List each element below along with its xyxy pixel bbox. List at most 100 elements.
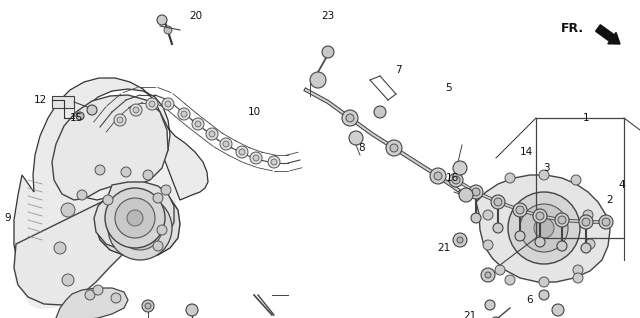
Circle shape [386, 140, 402, 156]
Circle shape [95, 165, 105, 175]
Circle shape [515, 231, 525, 241]
Text: 9: 9 [4, 213, 12, 223]
Circle shape [54, 242, 66, 254]
Circle shape [491, 317, 501, 318]
Circle shape [459, 188, 473, 202]
Text: FR.: FR. [561, 22, 584, 34]
Circle shape [165, 101, 171, 107]
Polygon shape [54, 288, 128, 318]
Circle shape [322, 46, 334, 58]
Circle shape [494, 198, 502, 206]
Circle shape [508, 192, 580, 264]
Circle shape [390, 144, 398, 152]
Circle shape [585, 239, 595, 249]
Circle shape [430, 168, 446, 184]
Circle shape [146, 98, 158, 110]
Circle shape [534, 218, 554, 238]
Circle shape [495, 265, 505, 275]
Circle shape [453, 233, 467, 247]
Circle shape [186, 304, 198, 316]
Circle shape [178, 108, 190, 120]
Bar [52, 96, 74, 108]
Text: 6: 6 [527, 295, 533, 305]
Circle shape [483, 240, 493, 250]
Circle shape [581, 243, 591, 253]
Polygon shape [96, 185, 180, 258]
Text: 14: 14 [520, 147, 532, 157]
Circle shape [220, 138, 232, 150]
Circle shape [145, 303, 151, 309]
Circle shape [481, 268, 495, 282]
Circle shape [573, 265, 583, 275]
Circle shape [483, 210, 493, 220]
Circle shape [239, 149, 245, 155]
Circle shape [253, 155, 259, 161]
Circle shape [114, 114, 126, 126]
Circle shape [310, 72, 326, 88]
Circle shape [111, 293, 121, 303]
Text: 4: 4 [619, 180, 625, 190]
Circle shape [535, 237, 545, 247]
Circle shape [103, 195, 113, 205]
Text: 16: 16 [445, 173, 459, 183]
Text: 1: 1 [582, 113, 589, 123]
Circle shape [77, 190, 87, 200]
Circle shape [127, 210, 143, 226]
Circle shape [206, 128, 218, 140]
Circle shape [161, 185, 171, 195]
Circle shape [157, 225, 167, 235]
Text: 21: 21 [463, 311, 477, 318]
Text: 2: 2 [607, 195, 613, 205]
Circle shape [342, 110, 358, 126]
Circle shape [133, 107, 139, 113]
Circle shape [149, 101, 155, 107]
Circle shape [143, 170, 153, 180]
Circle shape [571, 175, 581, 185]
Circle shape [469, 185, 483, 199]
Text: 7: 7 [395, 65, 401, 75]
Circle shape [505, 275, 515, 285]
Circle shape [493, 223, 503, 233]
Circle shape [105, 188, 165, 248]
Polygon shape [94, 182, 174, 250]
Circle shape [558, 216, 566, 224]
Circle shape [108, 196, 172, 260]
Circle shape [583, 210, 593, 220]
Circle shape [115, 198, 155, 238]
Circle shape [192, 118, 204, 130]
Circle shape [118, 206, 162, 250]
Circle shape [223, 141, 229, 147]
Circle shape [87, 105, 97, 115]
Polygon shape [14, 78, 208, 300]
Text: 21: 21 [437, 243, 451, 253]
Text: 15: 15 [69, 113, 83, 123]
Text: 23: 23 [321, 11, 335, 21]
Circle shape [555, 213, 569, 227]
Circle shape [539, 170, 549, 180]
Circle shape [268, 156, 280, 168]
Circle shape [472, 188, 480, 196]
Circle shape [485, 300, 495, 310]
Circle shape [195, 121, 201, 127]
Circle shape [162, 98, 174, 110]
Circle shape [271, 159, 277, 165]
Circle shape [121, 167, 131, 177]
Circle shape [209, 131, 215, 137]
Text: 5: 5 [445, 83, 451, 93]
Circle shape [579, 215, 593, 229]
Circle shape [76, 112, 84, 120]
Circle shape [457, 237, 463, 243]
Circle shape [491, 195, 505, 209]
Circle shape [181, 111, 187, 117]
Text: 12: 12 [33, 95, 47, 105]
Circle shape [130, 218, 150, 238]
Circle shape [117, 117, 123, 123]
Circle shape [449, 173, 463, 187]
Circle shape [485, 272, 491, 278]
Circle shape [573, 273, 583, 283]
Circle shape [552, 304, 564, 316]
Circle shape [85, 290, 95, 300]
Circle shape [582, 218, 590, 226]
Circle shape [533, 209, 547, 223]
Circle shape [557, 241, 567, 251]
